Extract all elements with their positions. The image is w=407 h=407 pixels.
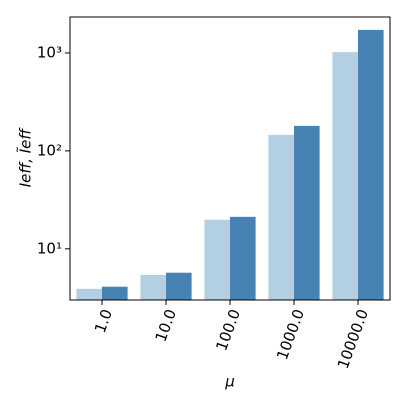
bar bbox=[358, 29, 384, 300]
x-tick-label: 10000.0 bbox=[334, 307, 372, 371]
y-tick-label: 10³ bbox=[37, 43, 62, 61]
y-axis-label: Ieff, Ĩeff bbox=[16, 127, 35, 188]
bar bbox=[102, 286, 128, 300]
bar bbox=[76, 288, 102, 300]
x-tick-label: 100.0 bbox=[212, 307, 244, 354]
x-tick-label: 10.0 bbox=[152, 307, 180, 345]
x-tick-label: 1.0 bbox=[91, 307, 116, 336]
bar bbox=[294, 125, 320, 300]
bar bbox=[268, 134, 294, 300]
bar bbox=[140, 275, 166, 300]
y-tick-label: 10² bbox=[37, 141, 62, 159]
y-tick-label: 10¹ bbox=[37, 239, 62, 257]
bar bbox=[204, 219, 230, 300]
bar bbox=[230, 216, 256, 300]
bar bbox=[166, 272, 192, 300]
axes-frame bbox=[69, 16, 391, 301]
x-tick-label: 1000.0 bbox=[273, 307, 308, 362]
bar bbox=[332, 52, 358, 300]
x-axis-label: μ bbox=[224, 373, 235, 391]
